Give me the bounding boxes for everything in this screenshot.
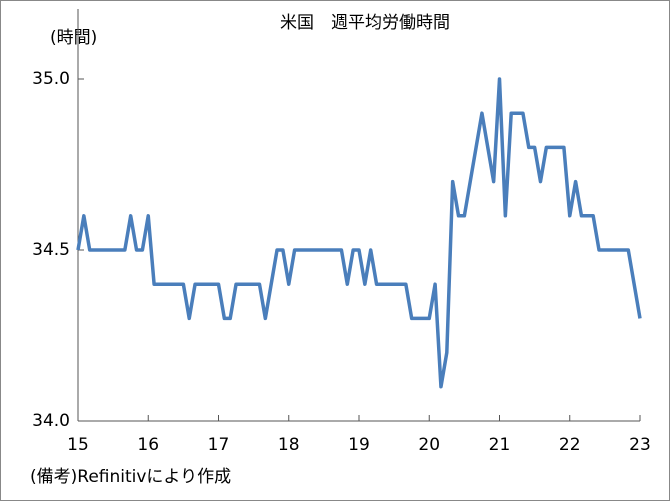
source-note: (備考)Refinitivにより作成	[30, 467, 231, 487]
y-axis-label: (時間)	[50, 28, 97, 48]
x-tick-label: 22	[559, 435, 581, 455]
x-tick-label: 17	[208, 435, 230, 455]
data-line	[76, 77, 642, 389]
x-tick-label: 18	[278, 435, 300, 455]
chart-title: 米国 週平均労働時間	[280, 13, 450, 33]
x-tick-label: 20	[418, 435, 440, 455]
x-tick-label: 16	[137, 435, 159, 455]
x-tick-label: 23	[629, 435, 651, 455]
x-tick-label: 19	[348, 435, 370, 455]
y-tick-label: 34.5	[32, 240, 70, 260]
x-tick-label: 15	[67, 435, 89, 455]
x-tick-label: 21	[489, 435, 511, 455]
y-tick-label: 34.0	[32, 411, 70, 431]
y-tick-label: 35.0	[32, 69, 70, 89]
